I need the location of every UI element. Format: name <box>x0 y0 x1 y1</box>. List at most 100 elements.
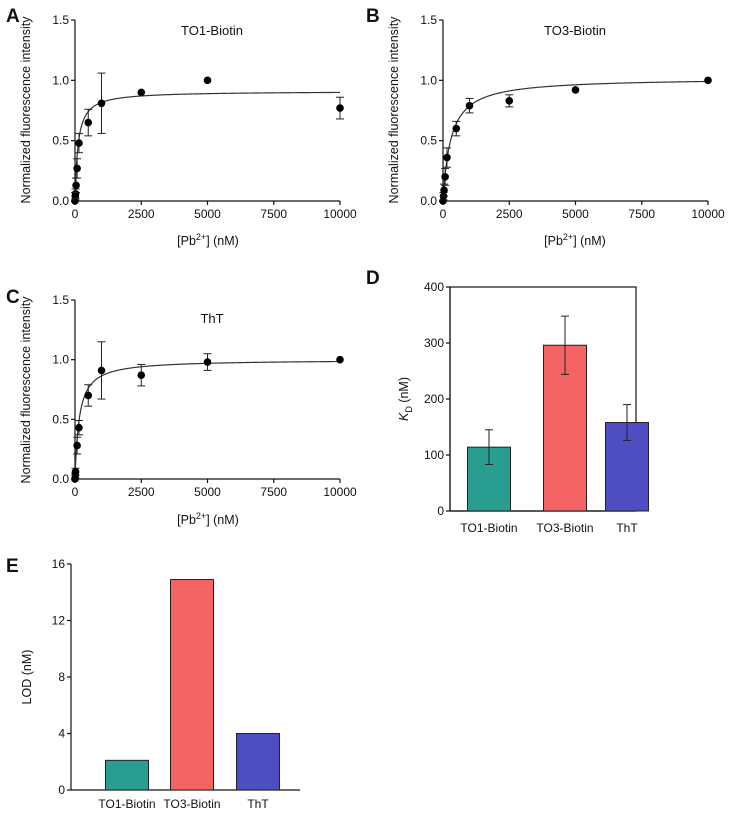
panel-b-data-point <box>505 97 514 105</box>
panel-b-data-point <box>704 76 712 85</box>
panel-a-x-axis-title-tail: ] (nM) <box>206 234 239 248</box>
panel-c-x-tick-label: 0 <box>72 485 79 499</box>
panel-c-data-point <box>71 468 80 476</box>
panel-d-y-axis-title: KD (nM) <box>397 377 414 421</box>
panel-a-y-tick-label: 1.0 <box>52 73 69 87</box>
panel-d-y-axis-title-sub: D <box>404 406 414 413</box>
panel-b-x-axis-title-tail: ] (nM) <box>573 234 606 248</box>
panel-c-x-tick-label: 2500 <box>128 485 155 499</box>
panel-b-y-tick-label: 0.0 <box>420 194 437 208</box>
panel-a-y-tick-label: 0.0 <box>52 194 69 208</box>
panel-b-x-axis-title: [Pb2+] (nM) <box>544 232 606 248</box>
panel-e-bar-3 <box>236 733 280 791</box>
panel-b-data-point <box>465 101 474 110</box>
panel-a-title: TO1-Biotin <box>181 23 243 38</box>
panel-a-data-point <box>336 104 344 112</box>
panel-b-y-axis-title: Normalized fluorescence intensity <box>387 16 401 204</box>
panel-b-fit-curve <box>442 80 709 202</box>
panel-a-data-point <box>203 76 212 85</box>
panel-a-letter: A <box>6 6 20 27</box>
panel-e-letter: E <box>6 556 19 577</box>
panel-a-y-axis-title: Normalized fluorescence intensity <box>19 16 33 204</box>
panel-a-y-tick-label: 0.5 <box>52 134 69 148</box>
panel-e-category-label: TO1-Biotin <box>98 797 155 811</box>
panel-d-letter: D <box>366 268 380 289</box>
panel-a-x-axis-title-sup: 2+ <box>196 232 206 242</box>
panel-b-data-point <box>452 124 461 133</box>
panel-c-x-tick-label: 10000 <box>323 485 357 499</box>
panel-d-y-tick-label: 300 <box>424 336 444 350</box>
panel-d-y-axis-title-k: K <box>397 412 411 421</box>
panel-e-y-tick-label: 12 <box>52 614 66 628</box>
panel-a-x-tick-label: 0 <box>72 207 79 221</box>
panel-b-x-axis-title-sup: 2+ <box>563 232 573 242</box>
panel-d-y-axis-title-tail: (nM) <box>397 377 411 406</box>
panel-c-x-tick-label: 7500 <box>260 485 287 499</box>
panel-e: E 0 4 8 12 16 LOD (nM) TO1-Biotin TO3-Biotin ThT <box>6 556 300 811</box>
panel-c: C ThT 0.0 0.5 1.0 1.5 0 2500 5000 7500 10000 Normal… <box>6 287 357 527</box>
panel-d-y-tick-label: 100 <box>424 448 444 462</box>
panel-e-y-tick-label: 0 <box>58 783 65 797</box>
panel-c-data-point <box>137 371 146 379</box>
panel-a-x-axis-title-base: [Pb <box>177 234 196 248</box>
panel-b-data-point <box>441 173 449 181</box>
panel-a-data-point <box>73 164 81 173</box>
panel-e-y-tick-label: 4 <box>58 727 65 741</box>
panel-a: A TO1-Biotin 0.0 0.5 1.0 1.5 0 2500 5000 7500 1000… <box>6 6 357 248</box>
panel-b-title: TO3-Biotin <box>544 23 606 38</box>
panel-c-data-point <box>336 355 344 364</box>
panel-c-x-axis-title-base: [Pb <box>177 513 196 527</box>
panel-b-y-tick-label: 0.5 <box>420 134 437 148</box>
panel-c-y-tick-label: 0.0 <box>52 472 69 486</box>
panel-c-data-point <box>203 358 212 366</box>
panel-c-y-tick-label: 1.5 <box>52 293 69 307</box>
panel-a-data-point <box>75 139 83 147</box>
panel-e-bar-2 <box>170 579 214 791</box>
panel-c-data-point <box>73 441 81 450</box>
panel-c-fit-curve <box>74 360 341 479</box>
panel-a-x-tick-label: 2500 <box>128 207 155 221</box>
panel-a-fit-curve <box>74 91 341 201</box>
panel-a-x-tick-label: 7500 <box>260 207 287 221</box>
panel-b-x-axis-title-base: [Pb <box>544 234 563 248</box>
panel-b-x-tick-label: 5000 <box>562 207 589 221</box>
panel-c-y-tick-label: 1.0 <box>52 353 69 367</box>
panel-c-title: ThT <box>200 311 223 326</box>
panel-a-y-tick-label: 1.5 <box>52 13 69 27</box>
panel-a-data-point <box>137 88 146 97</box>
panel-b-data-point <box>443 153 451 162</box>
panel-d-category-label: ThT <box>616 521 638 535</box>
panel-b-x-tick-label: 2500 <box>496 207 523 221</box>
panel-b-x-tick-label: 0 <box>440 207 447 221</box>
panel-c-x-axis-title-tail: ] (nM) <box>206 513 239 527</box>
panel-b: B TO3-Biotin 0.0 0.5 1.0 1.5 0 2500 5000 7500 1000… <box>366 6 725 248</box>
panel-a-data-point <box>71 189 80 198</box>
panel-c-data-point <box>84 391 93 400</box>
panel-a-data-point <box>72 181 80 190</box>
panel-c-y-tick-label: 0.5 <box>52 412 69 426</box>
panel-b-letter: B <box>366 6 380 27</box>
panel-e-y-axis-title: LOD (nM) <box>20 650 34 705</box>
panel-a-data-point <box>97 99 106 108</box>
panel-d-y-tick-label: 400 <box>424 280 444 294</box>
panel-e-category-label: ThT <box>247 797 269 811</box>
panel-c-y-axis-title: Normalized fluorescence intensity <box>19 296 33 484</box>
panel-c-x-axis-title-sup: 2+ <box>196 511 206 521</box>
panel-c-data-point <box>97 366 106 375</box>
panel-e-bar-1 <box>105 759 149 791</box>
panel-c-x-tick-label: 5000 <box>194 485 221 499</box>
panel-b-data-point <box>571 86 580 94</box>
panel-a-x-axis-title: [Pb2+] (nM) <box>177 232 239 248</box>
panel-c-data-point <box>75 423 83 432</box>
panel-b-x-tick-label: 10000 <box>691 207 725 221</box>
panel-b-y-tick-label: 1.5 <box>420 13 437 27</box>
panel-a-x-tick-label: 10000 <box>323 207 357 221</box>
panel-b-data-point <box>440 186 448 194</box>
panel-c-x-axis-title: [Pb2+] (nM) <box>177 511 239 527</box>
panel-d-category-label: TO3-Biotin <box>536 521 593 535</box>
panel-c-letter: C <box>6 287 20 308</box>
panel-b-x-tick-label: 7500 <box>628 207 655 221</box>
panel-a-x-tick-label: 5000 <box>194 207 221 221</box>
